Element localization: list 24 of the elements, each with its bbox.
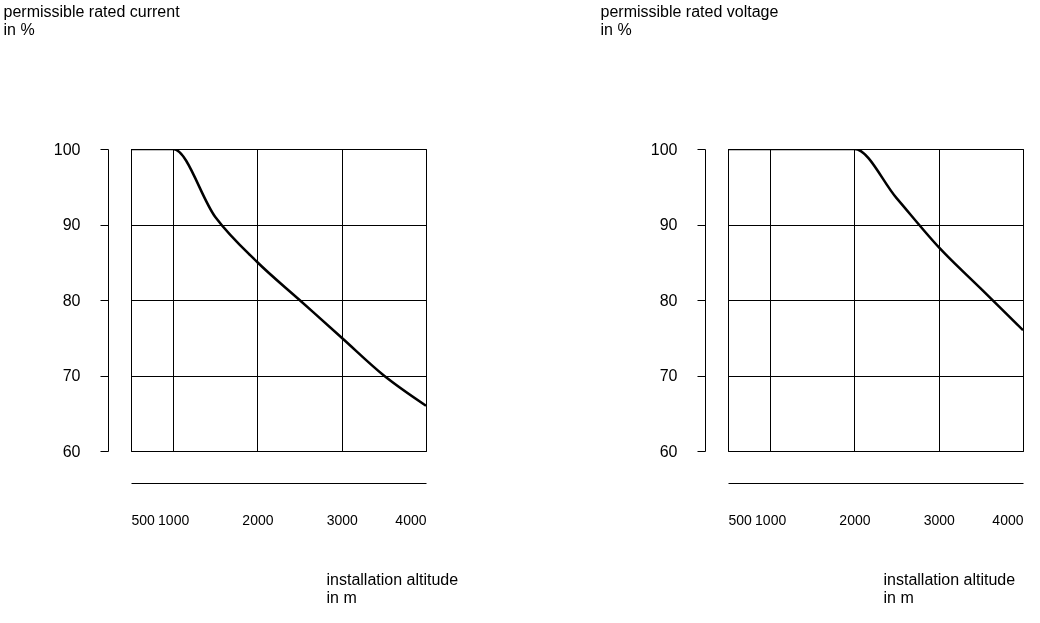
y-tick-label: 90 xyxy=(62,216,81,233)
x-tick-label: 500 xyxy=(131,511,156,528)
x-tick-label: 2000 xyxy=(839,511,871,528)
y-tick-label: 100 xyxy=(650,140,678,158)
x-tick-label: 500 xyxy=(728,511,753,528)
x-tick-label: 4000 xyxy=(992,511,1024,528)
y-axis-title: permissible rated current in % xyxy=(3,2,181,38)
y-tick-label: 60 xyxy=(62,442,81,460)
x-tick-label: 1000 xyxy=(158,511,190,528)
y-tick-label: 80 xyxy=(659,291,678,309)
y-tick-label: 70 xyxy=(659,367,678,384)
x-tick-label: 3000 xyxy=(923,511,955,528)
x-tick-label: 3000 xyxy=(326,511,358,528)
y-tick-label: 60 xyxy=(659,442,678,460)
x-tick-label: 1000 xyxy=(755,511,787,528)
x-tick-label: 2000 xyxy=(242,511,274,528)
x-axis-title: installation altitude in m xyxy=(883,570,1016,606)
y-tick-label: 100 xyxy=(53,140,81,158)
y-tick-label: 80 xyxy=(62,291,81,309)
x-axis-title: installation altitude in m xyxy=(326,570,459,606)
y-tick-label: 90 xyxy=(659,216,678,233)
x-tick-label: 4000 xyxy=(395,511,427,528)
y-tick-label: 70 xyxy=(62,367,81,384)
y-axis-title: permissible rated voltage in % xyxy=(600,2,779,38)
